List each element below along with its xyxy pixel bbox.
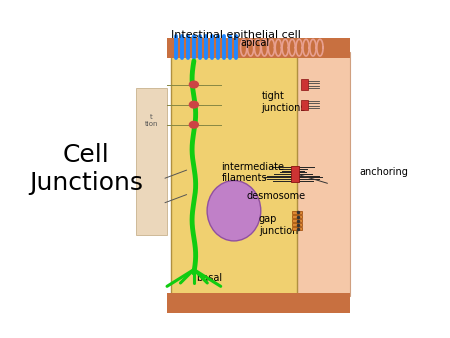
FancyBboxPatch shape bbox=[301, 100, 308, 110]
FancyBboxPatch shape bbox=[291, 166, 299, 183]
FancyBboxPatch shape bbox=[171, 52, 297, 296]
Text: anchoring: anchoring bbox=[359, 167, 408, 177]
FancyBboxPatch shape bbox=[297, 52, 350, 296]
FancyBboxPatch shape bbox=[292, 223, 302, 226]
FancyBboxPatch shape bbox=[167, 38, 350, 58]
Text: apical: apical bbox=[240, 38, 270, 48]
FancyBboxPatch shape bbox=[135, 88, 167, 235]
FancyBboxPatch shape bbox=[292, 219, 302, 222]
Ellipse shape bbox=[207, 180, 261, 241]
Text: t
tion: t tion bbox=[144, 114, 158, 127]
FancyBboxPatch shape bbox=[292, 227, 302, 230]
Text: tight
junctions: tight junctions bbox=[261, 91, 306, 113]
Text: desmosome: desmosome bbox=[247, 191, 306, 201]
Circle shape bbox=[189, 121, 198, 128]
FancyBboxPatch shape bbox=[167, 293, 350, 313]
Text: Intestinal epithelial cell: Intestinal epithelial cell bbox=[171, 30, 301, 40]
Text: Cell
Junctions: Cell Junctions bbox=[29, 143, 144, 195]
FancyBboxPatch shape bbox=[292, 215, 302, 218]
Text: intermediate
filaments: intermediate filaments bbox=[221, 162, 284, 183]
Text: gap
junction: gap junction bbox=[259, 215, 298, 236]
FancyBboxPatch shape bbox=[292, 211, 302, 214]
FancyBboxPatch shape bbox=[301, 79, 308, 90]
Circle shape bbox=[189, 101, 198, 108]
Text: basal: basal bbox=[196, 273, 222, 283]
Circle shape bbox=[189, 81, 198, 88]
